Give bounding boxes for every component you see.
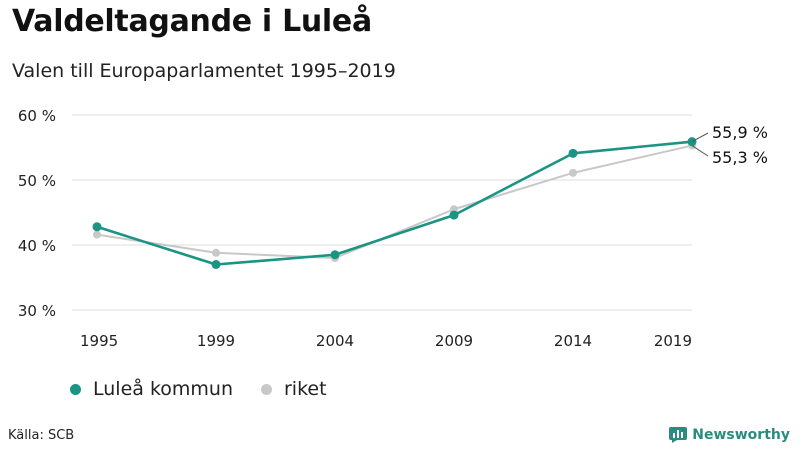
end-label-lulea: 55,9 % (712, 123, 768, 142)
grid-layer: 30 % 40 % 50 % 60 % (18, 107, 692, 320)
data-point-riket (569, 168, 577, 177)
x-tick-label: 2004 (316, 332, 354, 350)
data-point-lulea (568, 148, 578, 158)
data-point-riket (212, 248, 220, 257)
chart-subtitle: Valen till Europaparlamentet 1995–2019 (12, 60, 396, 82)
series-layer (92, 137, 697, 269)
x-tick-label: 1999 (197, 332, 235, 350)
brand-logo[interactable]: Newsworthy (669, 427, 790, 443)
end-label-connector (691, 145, 709, 157)
end-label-riket: 55,3 % (712, 148, 768, 167)
data-point-lulea (92, 222, 102, 232)
x-tick-label: 1995 (80, 332, 118, 350)
data-point-riket (93, 230, 101, 239)
y-tick-label: 40 % (18, 237, 56, 255)
legend: Luleå kommun riket (70, 378, 355, 400)
y-tick-label: 50 % (18, 172, 56, 190)
source-note: Källa: SCB (8, 428, 75, 443)
x-tick-label: 2009 (435, 332, 473, 350)
chart-title: Valdeltagande i Luleå (12, 4, 372, 39)
data-point-lulea (330, 250, 340, 260)
y-tick-label: 60 % (18, 107, 56, 125)
end-labels: 55,9 % 55,3 % (691, 123, 768, 167)
x-tick-label: 2019 (654, 332, 692, 350)
y-tick-label: 30 % (18, 302, 56, 320)
end-label-connector (691, 132, 709, 143)
legend-dot-riket (261, 383, 272, 395)
series-line-riket (96, 144, 693, 259)
data-point-lulea (449, 210, 459, 220)
legend-label-riket: riket (284, 378, 327, 400)
x-axis-ticks: 1995 1999 2004 2009 2014 2019 (80, 332, 692, 350)
brand-name: Newsworthy (692, 427, 790, 443)
legend-label-lulea: Luleå kommun (93, 378, 233, 400)
line-chart: 30 % 40 % 50 % 60 % 1995 1999 2004 2009 2014 201… (18, 107, 768, 350)
legend-dot-lulea (70, 383, 81, 395)
legend-item-lulea: Luleå kommun (70, 378, 233, 400)
series-line-lulea (96, 140, 693, 266)
newsworthy-logo-icon (669, 427, 688, 443)
legend-item-riket: riket (261, 378, 327, 400)
data-point-lulea (211, 260, 221, 269)
x-tick-label: 2014 (554, 332, 592, 350)
